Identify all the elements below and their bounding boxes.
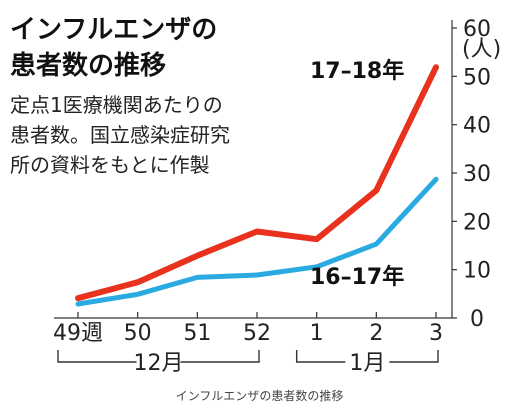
title-line-1: インフルエンザの (10, 15, 217, 45)
data-point-1-2 (195, 275, 199, 279)
y-tick-label-40: 40 (463, 114, 491, 139)
subtitle-line-1: 定点1医療機関あたりの (10, 93, 223, 117)
axes (54, 20, 453, 319)
x-tick-label-5: 2 (369, 321, 383, 346)
figure-caption: インフルエンザの患者数の推移 (176, 388, 344, 403)
month-label-0: 12月 (134, 351, 184, 376)
y-tick-label-10: 10 (463, 259, 491, 284)
data-point-0-6 (434, 65, 438, 69)
subtitle-line-3: 所の資料をもとに作製 (10, 153, 210, 177)
y-tick-label-30: 30 (463, 162, 491, 187)
data-point-1-3 (255, 273, 259, 277)
series-labels: 17–18年 16–17年 (310, 58, 404, 290)
series-label-0: 17–18年 (310, 58, 404, 84)
month-bracket-0 (57, 350, 260, 363)
data-point-1-6 (434, 177, 438, 181)
data-point-0-5 (374, 188, 378, 192)
data-point-1-1 (136, 292, 140, 296)
data-point-0-0 (76, 296, 80, 300)
subtitle-line-2: 患者数。国立感染症研究 (10, 123, 230, 147)
x-tick-label-3: 52 (243, 321, 271, 346)
chart-title: インフルエンザの 患者数の推移 (10, 15, 217, 81)
x-tick-label-0: 49週 (53, 321, 103, 346)
data-point-1-0 (76, 302, 80, 306)
y-axis-unit: (人) (462, 37, 501, 62)
series-label-1: 16–17年 (310, 264, 404, 290)
month-groups: 12月 1月 (57, 350, 439, 376)
data-point-0-1 (136, 280, 140, 284)
x-tick-label-6: 3 (429, 321, 443, 346)
y-tick-label-60: 60 (463, 17, 491, 42)
y-tick-label-20: 20 (463, 210, 491, 235)
data-point-1-5 (374, 242, 378, 246)
y-axis-ticks: 0 10 20 30 40 50 60 (452, 17, 491, 332)
month-bracket-1 (295, 350, 439, 363)
data-point-1-4 (315, 265, 319, 269)
chart-subtitle: 定点1医療機関あたりの 患者数。国立感染症研究 所の資料をもとに作製 (10, 93, 230, 177)
x-axis-ticks: 49週 50 51 52 1 2 3 (53, 312, 443, 346)
data-point-0-2 (195, 254, 199, 258)
series-lines (75, 64, 439, 307)
data-point-0-4 (315, 237, 319, 241)
month-label-1: 1月 (349, 351, 385, 376)
y-tick-label-0: 0 (470, 307, 484, 332)
x-tick-label-4: 1 (310, 321, 324, 346)
y-tick-label-50: 50 (463, 65, 491, 90)
x-tick-label-2: 51 (183, 321, 211, 346)
title-line-2: 患者数の推移 (10, 51, 166, 81)
data-point-0-3 (255, 229, 259, 233)
x-tick-label-1: 50 (124, 321, 152, 346)
